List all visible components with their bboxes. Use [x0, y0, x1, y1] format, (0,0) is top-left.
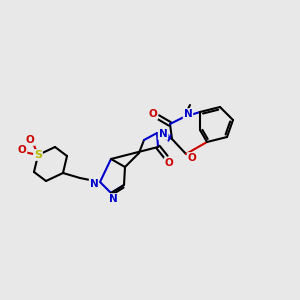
Text: O: O	[18, 145, 26, 155]
Text: O: O	[165, 158, 173, 168]
Text: N: N	[159, 129, 167, 139]
Text: O: O	[26, 135, 34, 145]
Text: S: S	[34, 150, 42, 160]
Text: O: O	[188, 153, 196, 163]
Text: N: N	[90, 179, 98, 189]
Text: N: N	[109, 194, 117, 204]
Text: O: O	[148, 109, 158, 119]
Text: N: N	[184, 109, 192, 119]
